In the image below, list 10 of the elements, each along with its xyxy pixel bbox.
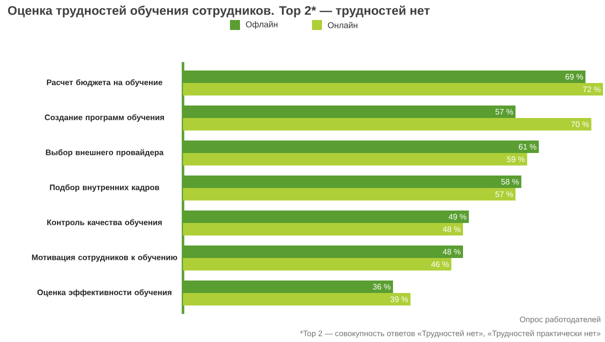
bar [183,223,464,236]
bar [183,258,452,271]
legend-label: Офлайн [246,20,278,30]
bar [183,118,592,131]
bar [183,83,603,96]
bar [183,188,516,201]
chart-title: Оценка трудностей обучения сотрудников. Top 2* — трудностей нет [8,6,430,18]
legend-label: Онлайн [328,22,358,28]
bar [183,293,411,306]
bar [183,153,528,166]
